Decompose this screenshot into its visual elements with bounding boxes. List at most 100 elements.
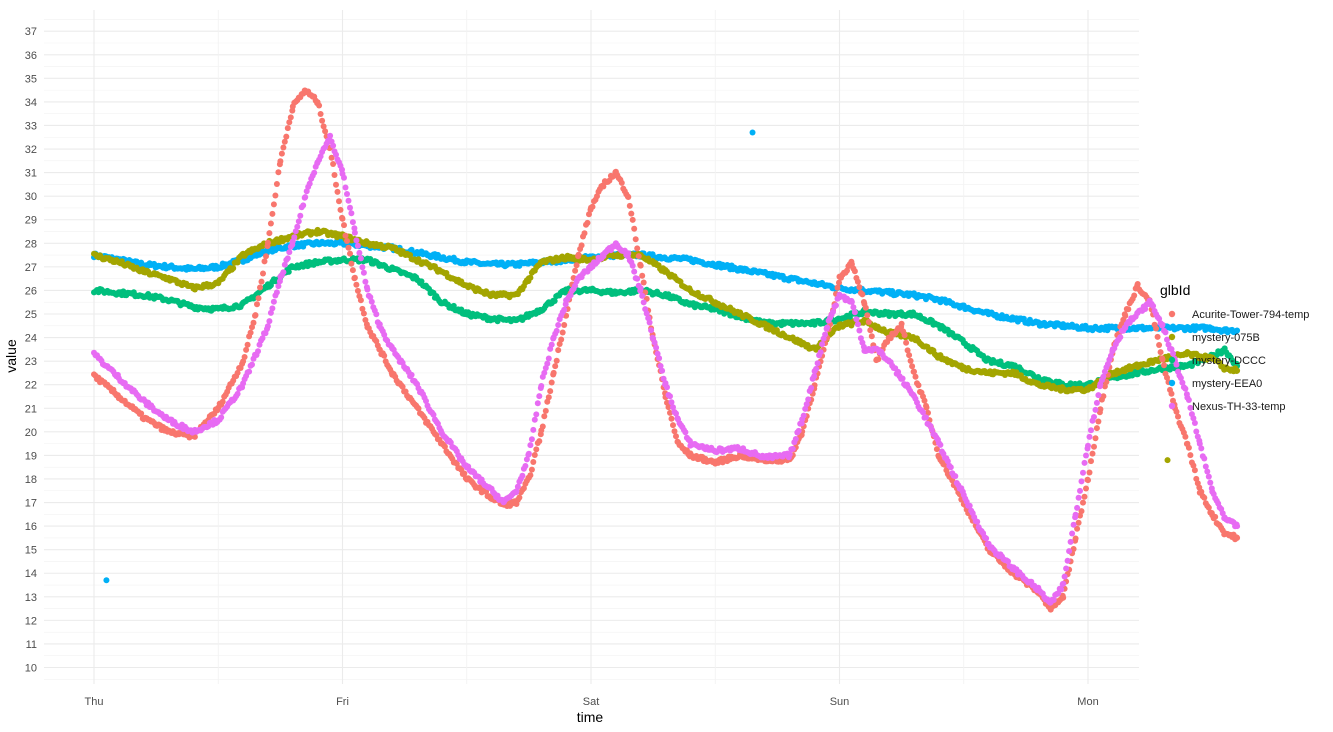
data-point <box>528 466 535 473</box>
data-point <box>1234 327 1241 334</box>
data-point <box>230 265 237 272</box>
data-point <box>1063 565 1070 572</box>
data-point <box>327 132 334 139</box>
data-point <box>516 494 523 501</box>
data-point <box>317 111 324 117</box>
data-point <box>629 262 636 269</box>
data-point <box>1190 415 1197 422</box>
y-tick-label: 27 <box>25 262 37 274</box>
data-point <box>923 404 930 411</box>
data-point <box>862 304 869 311</box>
data-point <box>331 172 338 178</box>
data-point <box>1173 408 1180 415</box>
data-point <box>1050 597 1057 604</box>
data-point <box>1070 546 1077 552</box>
data-point <box>906 352 913 359</box>
data-point <box>640 299 647 306</box>
data-point <box>284 255 291 262</box>
data-point <box>539 423 546 430</box>
data-point <box>1187 404 1194 411</box>
data-point <box>263 253 269 260</box>
data-point <box>1005 558 1011 565</box>
data-point <box>360 310 367 317</box>
x-tick-label: Sun <box>830 696 850 708</box>
data-point <box>234 369 241 376</box>
data-point <box>1234 523 1241 530</box>
data-point <box>541 413 548 420</box>
data-point <box>1134 281 1141 287</box>
data-point <box>673 410 679 417</box>
data-point <box>802 405 809 412</box>
data-point <box>1078 508 1085 515</box>
y-tick-label: 19 <box>25 450 37 462</box>
data-point <box>851 309 858 316</box>
data-point <box>657 363 664 369</box>
data-point <box>643 310 650 317</box>
data-point <box>357 255 364 262</box>
data-point <box>1064 557 1071 564</box>
outlier-point <box>749 129 756 136</box>
data-point <box>351 274 358 281</box>
y-tick-label: 33 <box>25 120 37 132</box>
data-point <box>353 237 360 244</box>
x-axis-title: time <box>577 709 604 725</box>
x-tick-label: Mon <box>1077 696 1098 708</box>
data-point <box>637 285 644 292</box>
data-point <box>264 239 271 246</box>
data-point <box>898 320 905 327</box>
data-point <box>634 275 641 282</box>
data-point <box>260 270 266 277</box>
data-point <box>523 456 530 463</box>
data-point <box>983 535 990 542</box>
data-point <box>270 298 277 305</box>
data-point <box>1191 420 1198 426</box>
data-point <box>530 459 537 465</box>
data-point <box>241 354 248 360</box>
data-point <box>639 292 646 299</box>
data-point <box>848 299 855 305</box>
data-point <box>1074 504 1081 511</box>
data-point <box>865 319 872 325</box>
data-point <box>255 348 261 355</box>
data-point <box>631 225 638 232</box>
data-point <box>287 114 294 121</box>
data-point <box>364 286 371 293</box>
data-point <box>1092 435 1099 442</box>
data-point <box>1088 458 1094 465</box>
data-point <box>280 144 287 151</box>
data-point <box>559 329 566 336</box>
data-point <box>640 279 647 286</box>
data-point <box>1081 459 1088 466</box>
data-point <box>1150 303 1157 309</box>
data-point <box>311 169 318 176</box>
data-point <box>341 222 347 229</box>
data-point <box>522 463 529 469</box>
data-point <box>639 272 646 279</box>
data-point <box>907 357 914 364</box>
data-point <box>856 327 863 334</box>
data-point <box>536 393 543 400</box>
data-point <box>1117 334 1124 341</box>
y-tick-label: 15 <box>25 545 37 557</box>
data-point <box>1080 469 1086 476</box>
data-point <box>668 399 675 406</box>
data-point <box>552 363 559 370</box>
data-point <box>353 281 360 288</box>
data-point <box>533 411 540 418</box>
data-point <box>269 305 276 312</box>
data-point <box>254 301 260 308</box>
data-point <box>272 192 279 199</box>
data-point <box>531 416 538 423</box>
y-tick-label: 32 <box>25 144 37 156</box>
data-point <box>618 179 625 186</box>
y-axis-title: value <box>3 339 19 373</box>
data-point <box>261 258 268 265</box>
data-point <box>257 284 263 291</box>
data-point <box>347 204 353 211</box>
data-point <box>1153 325 1160 332</box>
outlier-point <box>1164 457 1171 464</box>
data-point <box>348 260 355 267</box>
data-point <box>381 352 388 359</box>
data-point <box>359 305 366 312</box>
data-point <box>1081 493 1088 500</box>
